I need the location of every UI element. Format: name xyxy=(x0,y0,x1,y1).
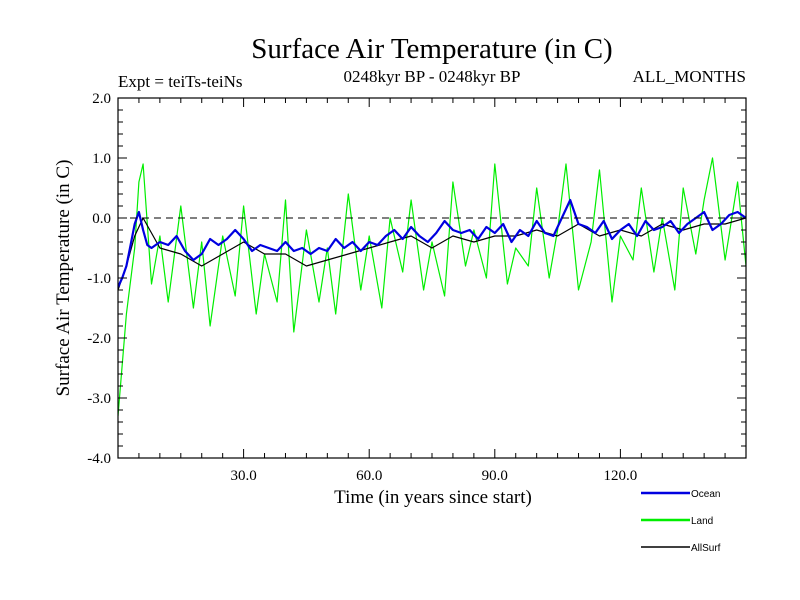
x-tick-label: 90.0 xyxy=(482,468,508,484)
chart-subtitle-left: Expt = teiTs-teiNs xyxy=(118,72,243,91)
legend-label-land: Land xyxy=(691,516,713,527)
legend-label-ocean: Ocean xyxy=(691,489,720,500)
chart-subtitle-center: 0248kyr BP - 0248kyr BP xyxy=(344,67,521,86)
legend: Ocean Land AllSurf xyxy=(641,489,721,554)
y-tick-label: 0.0 xyxy=(92,211,111,227)
series-line-ocean xyxy=(118,198,746,288)
y-axis-label: Surface Air Temperature (in C) xyxy=(53,160,74,397)
ticks-layer xyxy=(118,98,746,458)
series-line-land xyxy=(118,157,746,417)
x-tick-label: 30.0 xyxy=(230,468,256,484)
y-tick-label: -4.0 xyxy=(87,451,111,467)
y-tick-label: -3.0 xyxy=(87,391,111,407)
legend-label-allsurf: AllSurf xyxy=(691,543,721,554)
chart-title: Surface Air Temperature (in C) xyxy=(251,33,612,65)
y-tick-label: -1.0 xyxy=(87,271,111,287)
x-tick-label: 120.0 xyxy=(604,468,638,484)
series-layer xyxy=(118,157,746,417)
x-tick-label: 60.0 xyxy=(356,468,382,484)
chart-subtitle-right: ALL_MONTHS xyxy=(633,67,746,86)
tick-labels: 30.0 60.0 90.0 120.0 -4.0 -3.0 -2.0 -1.0 0.0 1.0 2… xyxy=(87,91,637,484)
series-line-allsurf xyxy=(118,217,746,291)
y-tick-label: 1.0 xyxy=(92,151,111,167)
x-axis-label: Time (in years since start) xyxy=(334,487,532,508)
plot-frame xyxy=(117,97,747,459)
y-tick-label: -2.0 xyxy=(87,331,111,347)
y-tick-label: 2.0 xyxy=(92,91,111,107)
